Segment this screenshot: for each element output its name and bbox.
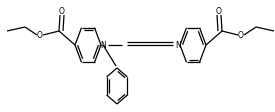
Text: O: O xyxy=(59,6,65,15)
Text: N: N xyxy=(175,40,181,49)
Text: O: O xyxy=(238,30,244,39)
Text: O: O xyxy=(216,6,222,15)
Text: O: O xyxy=(37,30,43,39)
Text: N: N xyxy=(100,40,106,49)
